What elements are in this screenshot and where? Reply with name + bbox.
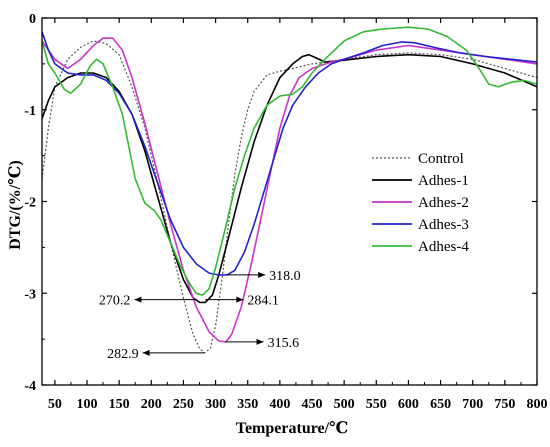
x-tick-label: 450 [302, 397, 323, 412]
y-tick-label: -1 [24, 104, 36, 119]
x-tick-label: 700 [462, 397, 483, 412]
x-tick-label: 200 [141, 397, 162, 412]
peak-label: 318.0 [269, 269, 301, 284]
legend-label-control: Control [418, 151, 464, 167]
legend: Control Adhes-1 Adhes-2 Adhes-3 Adhes-4 [372, 151, 469, 255]
x-tick-label: 550 [366, 397, 387, 412]
peak-arrowhead [258, 271, 266, 278]
x-tick-label: 50 [48, 397, 62, 412]
x-tick-label: 350 [237, 397, 258, 412]
x-tick-label: 600 [398, 397, 419, 412]
x-tick-label: 650 [430, 397, 451, 412]
x-tick-label: 100 [77, 397, 98, 412]
peak-label: 282.9 [107, 347, 139, 362]
x-tick-label: 150 [109, 397, 130, 412]
x-tick-label: 500 [334, 397, 355, 412]
legend-label-adhes-1: Adhes-1 [418, 173, 469, 189]
y-tick-label: -4 [24, 379, 36, 394]
peak-arrowhead [256, 338, 264, 345]
y-axis-label: DTG/(%/℃) [7, 160, 24, 249]
peak-arrowhead [236, 296, 244, 303]
peak-arrowhead [134, 296, 142, 303]
y-tick-label: -3 [24, 287, 36, 302]
x-axis-label: Temperature/℃ [236, 420, 349, 437]
y-tick-label: -2 [24, 196, 36, 211]
series-layer [41, 26, 538, 354]
x-tick-label: 250 [173, 397, 194, 412]
series-line-adhes-4 [41, 26, 538, 296]
axes-layer: 50 100 150 200 250 300 350 400 450 500 550 600 650 70… [24, 12, 547, 412]
peak-arrowhead [142, 349, 150, 356]
series-line-adhes-3 [41, 31, 538, 276]
peak-label: 284.1 [247, 294, 279, 309]
annotation-layer: 318.0 270.2 284.1 282.9 315.6 [99, 269, 301, 362]
x-tick-label: 300 [205, 397, 226, 412]
y-tick-label: 0 [29, 12, 36, 27]
x-tick-label: 400 [269, 397, 290, 412]
peak-label: 270.2 [99, 294, 131, 309]
peak-label: 315.6 [268, 336, 300, 351]
legend-label-adhes-2: Adhes-2 [418, 195, 469, 211]
x-tick-label: 750 [494, 397, 515, 412]
legend-label-adhes-3: Adhes-3 [418, 217, 469, 233]
x-tick-label: 800 [527, 397, 548, 412]
legend-label-adhes-4: Adhes-4 [418, 239, 469, 255]
